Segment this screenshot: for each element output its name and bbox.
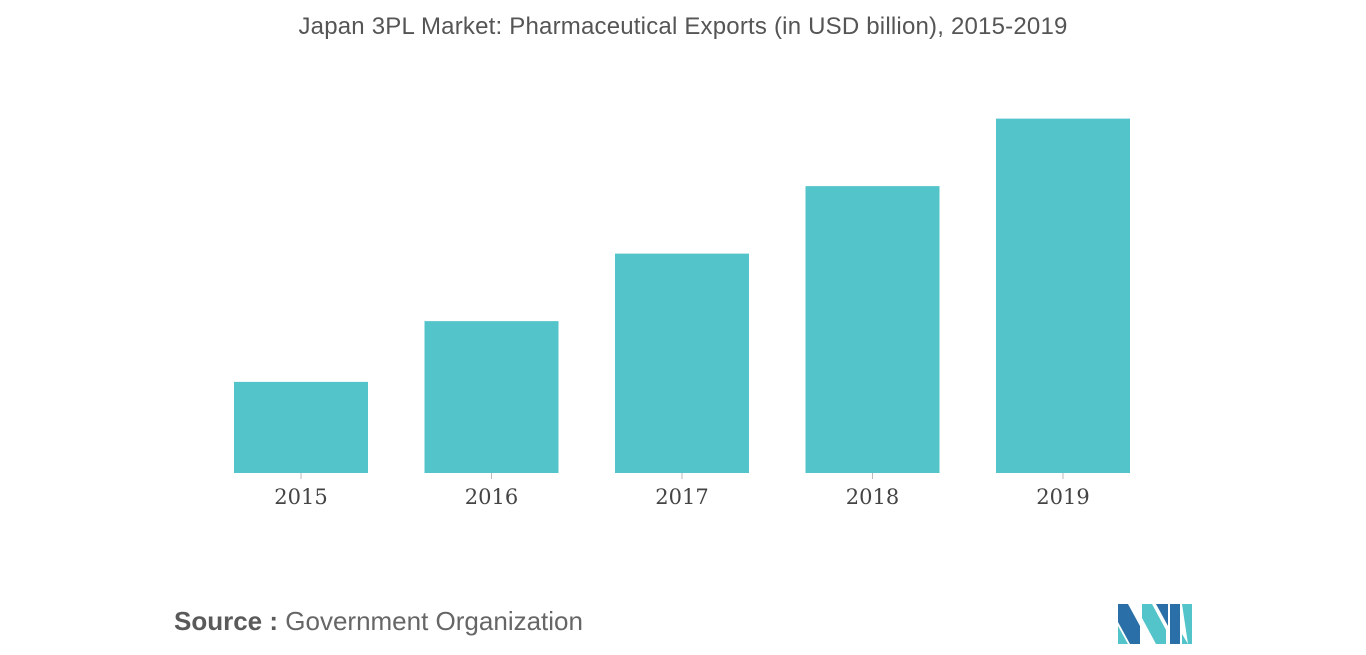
- chart-title: Japan 3PL Market: Pharmaceutical Exports…: [298, 13, 1068, 40]
- x-tick-label-2019: 2019: [1036, 485, 1089, 509]
- x-tick-label-2018: 2018: [846, 485, 899, 509]
- source-label: Source :: [174, 606, 279, 636]
- x-tick-label-2015: 2015: [274, 485, 327, 509]
- bar-chart: 2015 2016 2017 2018 2019: [234, 118, 1130, 509]
- bar-2018: [805, 186, 940, 473]
- bar-2019: [996, 118, 1130, 473]
- source-note: Source : Government Organization: [174, 606, 583, 637]
- bar-2015: [234, 381, 368, 473]
- bar-2016: [424, 321, 559, 473]
- x-tick-label-2016: 2016: [465, 485, 518, 509]
- bars-group: [234, 118, 1130, 473]
- x-axis-ticks: 2015 2016 2017 2018 2019: [274, 473, 1090, 509]
- mordor-intelligence-logo-icon: [1118, 604, 1192, 644]
- x-tick-label-2017: 2017: [655, 485, 708, 509]
- source-text: Government Organization: [285, 606, 583, 636]
- bar-2017: [615, 253, 749, 473]
